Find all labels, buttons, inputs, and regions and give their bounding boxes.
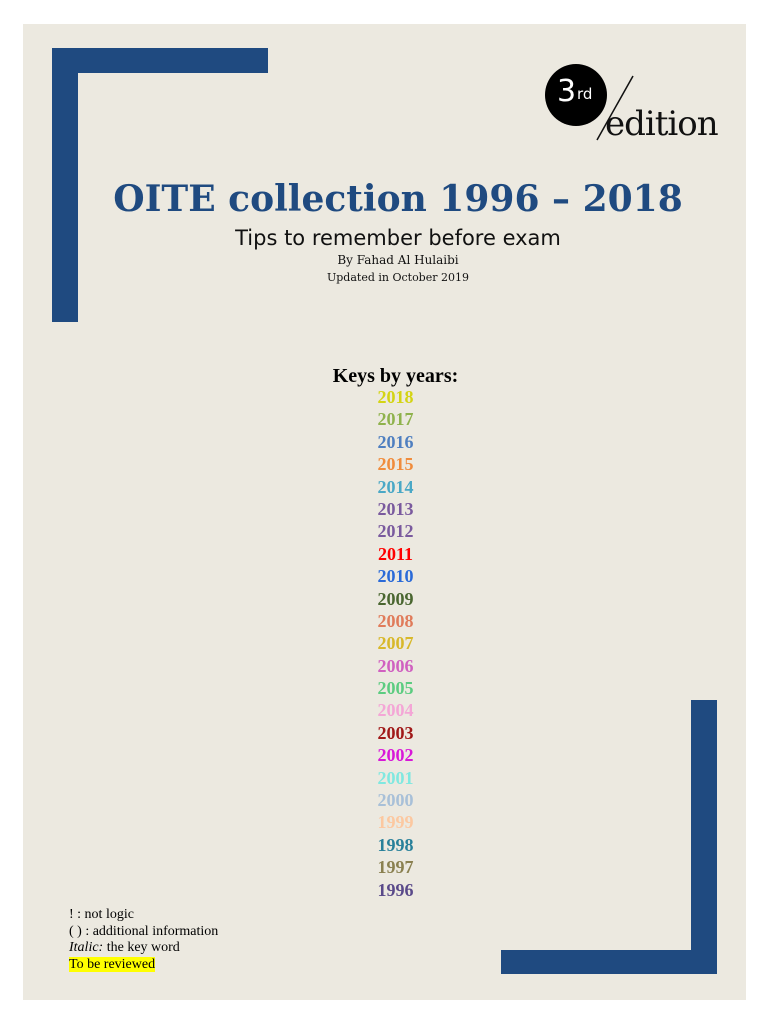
year-key-item: 2006 — [377, 655, 414, 676]
year-key-item: 2008 — [377, 610, 414, 631]
edition-suffix: rd — [577, 85, 593, 103]
corner-bar-top-vertical — [52, 48, 78, 322]
year-key-item: 2002 — [377, 745, 414, 766]
keys-heading: Keys by years: — [332, 365, 459, 387]
edition-slash-icon — [596, 75, 634, 141]
years-key-list: 2018 2017 2016 2015 2014 2013 2012 2011 2010 2009… — [0, 386, 768, 901]
edition-circle: 3 rd — [545, 64, 607, 126]
document-subtitle: Tips to remember before exam — [235, 226, 561, 250]
legend-italic-label: Italic: — [69, 940, 104, 955]
year-key-item: 2003 — [377, 722, 414, 743]
edition-badge: 3 rd edition — [545, 64, 735, 148]
year-key-item: 1998 — [377, 834, 414, 855]
year-key-item: 1997 — [377, 857, 414, 878]
year-key-item: 2015 — [377, 454, 414, 475]
corner-bar-top-horizontal — [52, 48, 268, 73]
year-key-item: 1996 — [377, 879, 414, 900]
year-key-item: 2000 — [377, 790, 414, 811]
year-key-item: 2010 — [377, 566, 414, 587]
document-title: OITE collection 1996 – 2018 — [113, 178, 683, 220]
legend-review-row: To be reviewed — [69, 956, 218, 974]
edition-number: 3 — [557, 74, 577, 109]
year-key-item: 2005 — [377, 678, 414, 699]
year-key-item: 2009 — [377, 588, 414, 609]
legend-to-be-reviewed: To be reviewed — [69, 956, 156, 972]
year-key-item: 1999 — [377, 812, 414, 833]
year-key-item: 2014 — [377, 476, 414, 497]
legend-italic-row: Italic: the key word — [69, 940, 218, 957]
year-key-item: 2017 — [377, 409, 414, 430]
legend: ! : not logic ( ) : additional informati… — [69, 907, 218, 973]
year-key-item: 2016 — [377, 431, 414, 452]
year-key-item: 2007 — [377, 633, 414, 654]
corner-bar-bottom-horizontal — [501, 950, 717, 974]
year-key-item: 2011 — [377, 543, 413, 564]
edition-word: edition — [605, 104, 719, 144]
corner-bar-bottom-vertical — [691, 700, 717, 974]
updated-line: Updated in October 2019 — [326, 271, 469, 284]
legend-additional-info: ( ) : additional information — [69, 923, 219, 939]
year-key-item: 2001 — [377, 767, 414, 788]
year-key-item: 2004 — [377, 700, 414, 721]
document-page — [23, 24, 746, 1000]
legend-not-logic: ! : not logic — [69, 907, 134, 922]
year-key-item: 2013 — [377, 498, 414, 519]
author-line: By Fahad Al Hulaibi — [337, 253, 459, 267]
year-key-item: 2012 — [377, 521, 414, 542]
legend-italic-text: the key word — [103, 940, 180, 955]
year-key-item: 2018 — [377, 387, 414, 407]
